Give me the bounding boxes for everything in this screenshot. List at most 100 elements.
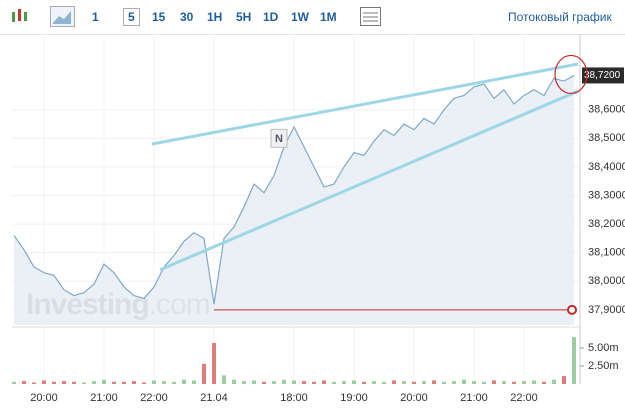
y-tick-label: 37,9000 — [588, 304, 625, 316]
volume-bar — [162, 381, 166, 384]
interval-button[interactable]: 1D — [263, 10, 279, 24]
interval-button[interactable]: 15 — [152, 10, 166, 24]
x-tick-label: 20:00 — [400, 392, 428, 404]
x-tick-label: 19:00 — [340, 392, 368, 404]
y-tick-label: 38,4000 — [588, 161, 625, 173]
volume-bar — [222, 375, 226, 384]
interval-button[interactable]: 1M — [320, 10, 337, 24]
volume-bar — [452, 381, 456, 384]
volume-bar — [392, 380, 396, 384]
interval-button[interactable]: 30 — [180, 10, 194, 24]
volume-bar — [192, 380, 196, 384]
interval-button[interactable]: 5H — [236, 10, 252, 24]
y-tick-label: 38,6000 — [588, 104, 625, 116]
volume-bar — [92, 381, 96, 384]
volume-bar — [12, 381, 16, 384]
interval-button[interactable]: 1H — [207, 10, 223, 24]
volume-bar — [492, 380, 496, 384]
x-tick-label: 21:00 — [90, 392, 118, 404]
y-tick-label: 38,1000 — [588, 247, 625, 259]
volume-bar — [412, 381, 416, 384]
volume-bar — [352, 380, 356, 384]
volume-bar — [22, 381, 26, 384]
volume-bar — [112, 381, 116, 384]
volume-bar — [482, 381, 486, 384]
price-line — [13, 74, 575, 305]
x-tick-label: 21:00 — [460, 392, 488, 404]
annotation-label: N — [275, 133, 283, 145]
volume-bar — [432, 380, 436, 384]
annotation-box — [270, 128, 288, 148]
volume-bar — [262, 381, 266, 384]
volume-bar — [442, 381, 446, 384]
volume-bar — [462, 379, 466, 384]
volume-bar — [62, 381, 66, 384]
volume-bar — [32, 382, 36, 384]
volume-bar — [552, 379, 556, 384]
volume-bar — [422, 381, 426, 384]
volume-bar — [402, 381, 406, 384]
hline-handle — [567, 304, 577, 315]
trend-line — [151, 62, 579, 146]
volume-bar — [182, 379, 186, 384]
y-tick-label: 38,0000 — [588, 275, 625, 287]
volume-bar — [212, 342, 216, 384]
volume-bar — [332, 381, 336, 384]
last-price-label: 38,7200 — [584, 70, 621, 81]
toolbar: Потоковый график 1 5 15 30 1H 5H 1D 1W 1M — [0, 0, 625, 35]
volume-bar — [172, 381, 176, 384]
interval-button[interactable]: 1W — [291, 10, 309, 24]
volume-bar — [342, 381, 346, 384]
volume-bar — [572, 337, 576, 384]
volume-bar — [302, 381, 306, 384]
price-area — [14, 75, 574, 326]
trend-line — [159, 89, 579, 272]
last-price-box — [582, 67, 624, 84]
y-tick-label: 38,3000 — [588, 189, 625, 201]
chart: 37,9000 38,0000 38,1000 38,2000 38,3000 38,40… — [12, 34, 625, 404]
volume-bar — [232, 379, 236, 384]
volume-bar — [72, 381, 76, 384]
volume-bar — [292, 380, 296, 384]
volume-bar — [202, 363, 206, 384]
y-tick-label: 38,5000 — [588, 132, 625, 144]
volume-bar — [122, 381, 126, 384]
x-tick-label: 20:00 — [30, 392, 58, 404]
x-tick-label: 21.04 — [200, 392, 228, 404]
interval-button[interactable]: 1 — [92, 10, 99, 24]
volume-bar — [312, 381, 316, 384]
volume-bar — [562, 376, 566, 384]
volume-bar — [512, 381, 516, 384]
volume-bar — [142, 382, 146, 384]
highlight-circle — [554, 54, 588, 95]
volume-bar — [362, 381, 366, 384]
candle-icon[interactable] — [8, 0, 48, 34]
volume-bar — [272, 381, 276, 384]
volume-bar — [522, 381, 526, 384]
volume-bar — [242, 381, 246, 384]
volume-bar — [52, 381, 56, 384]
volume-bar — [382, 381, 386, 384]
volume-bar — [532, 380, 536, 384]
volume-bar — [42, 380, 46, 384]
volume-bar — [252, 380, 256, 384]
volume-bar — [542, 381, 546, 384]
streaming-link[interactable]: Потоковый график — [508, 10, 612, 24]
volume-bar — [502, 381, 506, 384]
volume-bar — [282, 379, 286, 384]
interval-button[interactable]: 5 — [123, 8, 140, 26]
volume-bar — [82, 382, 86, 384]
x-tick-label: 22:00 — [140, 392, 168, 404]
volume-bar — [152, 380, 156, 384]
volume-bar — [472, 381, 476, 384]
volume-bar — [132, 381, 136, 384]
x-tick-label: 18:00 — [280, 392, 308, 404]
volume-bar — [372, 381, 376, 384]
x-tick-label: 22:00 — [510, 392, 538, 404]
table-icon[interactable] — [360, 7, 382, 27]
volume-bar — [102, 379, 106, 384]
area-icon[interactable] — [50, 6, 76, 28]
volume-tick-label: 2.50m — [588, 360, 619, 372]
y-tick-label: 38,2000 — [588, 218, 625, 230]
